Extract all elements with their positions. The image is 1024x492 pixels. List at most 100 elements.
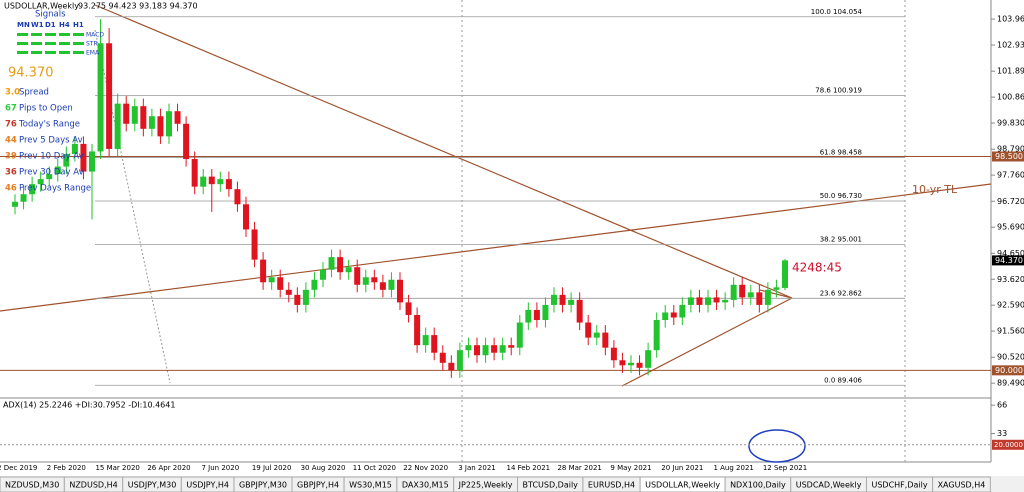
- timeframe: D1: [45, 21, 56, 29]
- tab-label[interactable]: JP225,Weekly: [458, 481, 513, 490]
- tab-label[interactable]: USDJPY,H4: [186, 481, 229, 490]
- x-tick-label: 14 Feb 2021: [507, 464, 551, 472]
- y-tick-label: 96.720: [997, 197, 1024, 206]
- y-tick-label: 94.650: [997, 249, 1024, 258]
- y-tick-label: 90.520: [997, 353, 1024, 362]
- tab[interactable]: XAGUSD,H4: [932, 476, 991, 492]
- x-tick-label: 7 Jun 2020: [202, 464, 240, 472]
- x-tick-label: 2 Feb 2020: [47, 464, 86, 472]
- info-label: Pips to Open: [19, 104, 73, 114]
- timeframe: W1: [31, 21, 44, 29]
- tab-label[interactable]: USDOLLAR,Weekly: [645, 481, 720, 490]
- tab-label[interactable]: BTCUSD,Daily: [523, 481, 579, 490]
- adx-tick-label: 66: [997, 401, 1007, 410]
- tab[interactable]: BTCUSD,Daily: [517, 476, 584, 492]
- tab[interactable]: NDX100,Daily: [724, 476, 792, 492]
- tab[interactable]: JP225,Weekly: [453, 476, 519, 492]
- trend-line: [94, 4, 793, 299]
- candle-body: [302, 289, 309, 305]
- tab[interactable]: USDCHF,Daily: [865, 476, 934, 492]
- tab-label[interactable]: NDX100,Daily: [730, 481, 786, 490]
- signal-dash: [45, 33, 56, 36]
- tab[interactable]: USDJPY,M30: [122, 476, 182, 492]
- adx-level-label: 20.0000: [994, 441, 1023, 449]
- adx-level-box: [992, 439, 1024, 450]
- signal-dash: [17, 33, 28, 36]
- signal-dash: [73, 33, 84, 36]
- tab[interactable]: EURUSD,H4: [582, 476, 641, 492]
- tab-label[interactable]: GBPJPY,H4: [297, 481, 339, 490]
- tab[interactable]: NZDUSD,M30: [0, 476, 65, 492]
- x-tick-label: 30 Aug 2020: [301, 464, 346, 472]
- tab-label[interactable]: USDCAD,Weekly: [796, 481, 862, 490]
- info-label: Prev 5 Days Av: [19, 136, 83, 146]
- tab[interactable]: DAX30,M15: [396, 476, 455, 492]
- x-tick-label: 26 Apr 2020: [147, 464, 190, 472]
- tab[interactable]: GBPJPY,H4: [291, 476, 345, 492]
- highlight-oval: [748, 429, 806, 463]
- y-tick-label: 98.790: [997, 145, 1024, 154]
- candle-body: [12, 201, 18, 207]
- candle-body: [157, 116, 164, 137]
- candle-body: [687, 297, 694, 305]
- x-tick-label: 22 Nov 2020: [403, 464, 448, 472]
- indicator-label: EMA: [86, 50, 100, 57]
- candle-body: [320, 269, 326, 280]
- x-tick-label: 12 Sep 2021: [763, 464, 807, 472]
- candle-body: [148, 116, 155, 129]
- x-tick-label: 1 Aug 2021: [713, 464, 753, 472]
- candle-body: [166, 111, 172, 137]
- tab-label[interactable]: USDJPY,M30: [128, 481, 177, 490]
- candle-body: [311, 279, 318, 290]
- candle-body: [730, 284, 737, 300]
- x-tick-label: 11 Oct 2020: [353, 464, 396, 472]
- info-value: 3.0: [5, 88, 20, 98]
- candle-body: [448, 362, 455, 371]
- tab-label[interactable]: EURUSD,H4: [588, 481, 635, 490]
- chart-header: USDOLLAR,Weekly: [4, 2, 79, 11]
- trend-line: [0, 183, 992, 312]
- signal-dash: [59, 42, 70, 45]
- tab[interactable]: WS30,M15: [343, 476, 398, 492]
- tab[interactable]: GBPJPY,M30: [233, 476, 293, 492]
- candle-body: [576, 299, 583, 323]
- candle-body: [593, 332, 600, 338]
- tab-label[interactable]: USDCHF,Daily: [871, 481, 927, 490]
- tab-label[interactable]: NZDUSD,H4: [69, 481, 117, 490]
- price-panel: 103.960 102.930 101.890 100.860 99.830 98.790…: [0, 8, 1024, 472]
- candle-body: [29, 184, 36, 195]
- tab[interactable]: NZDUSD,H4: [63, 476, 124, 492]
- y-tick-label: 89.490: [997, 379, 1024, 388]
- tab[interactable]: USDCAD,Weekly: [790, 476, 867, 492]
- tab-label[interactable]: DAX30,M15: [402, 481, 449, 490]
- tab-label[interactable]: XAGUSD,H4: [938, 481, 986, 490]
- candle-body: [542, 304, 549, 321]
- y-tick-label: 91.560: [997, 327, 1024, 336]
- x-tick-label: 28 Mar 2021: [557, 464, 601, 472]
- candle-body: [679, 304, 686, 318]
- fib-label: 23.6 92.862: [820, 289, 862, 297]
- tab-label[interactable]: WS30,M15: [349, 481, 392, 490]
- candle-body: [610, 347, 617, 361]
- candle-body: [208, 176, 215, 185]
- signal-dash: [31, 51, 42, 54]
- tab[interactable]: USDOLLAR,Weekly: [639, 476, 726, 492]
- info-value: 36: [5, 168, 17, 178]
- candle-body: [80, 143, 87, 172]
- candle-body: [388, 279, 395, 290]
- candle-body: [268, 277, 275, 283]
- candle-body: [379, 282, 386, 290]
- x-tick-label: 22 Dec 2019: [0, 464, 37, 472]
- tab[interactable]: USDJPY,H4: [180, 476, 235, 492]
- fib-label: 100.0 104.054: [811, 8, 863, 16]
- candle-body: [243, 204, 249, 230]
- tab-label[interactable]: NZDUSD,M30: [5, 481, 59, 490]
- info-value: 67: [5, 104, 17, 114]
- candle-body: [525, 309, 532, 323]
- candle-body: [645, 350, 652, 368]
- tab-label[interactable]: GBPJPY,M30: [239, 481, 287, 490]
- candle-body: [764, 289, 771, 305]
- candle-body: [551, 294, 557, 305]
- candle-body: [533, 309, 540, 321]
